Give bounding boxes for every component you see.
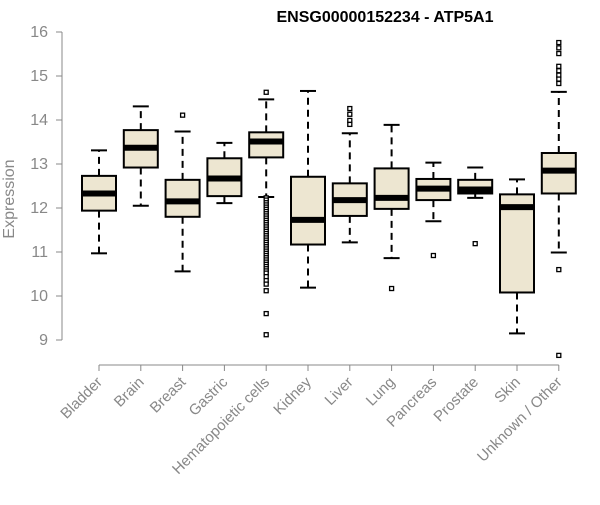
outlier-point bbox=[556, 352, 562, 359]
outlier-point bbox=[556, 39, 562, 46]
outlier-point bbox=[347, 111, 353, 117]
box-pancreas bbox=[415, 161, 452, 259]
y-tick-label: 15 bbox=[30, 68, 48, 85]
chart-title: ENSG00000152234 - ATP5A1 bbox=[276, 9, 493, 26]
outlier-point bbox=[179, 112, 186, 118]
x-tick-label: Liver bbox=[322, 374, 357, 409]
outlier-point bbox=[556, 76, 562, 82]
outlier-point bbox=[556, 50, 562, 57]
outlier-point bbox=[556, 68, 562, 74]
outlier-point bbox=[556, 266, 562, 273]
box-liver bbox=[331, 105, 368, 244]
y-tick-label: 13 bbox=[30, 156, 48, 173]
outlier-point bbox=[263, 288, 269, 294]
y-axis-label: Expression bbox=[1, 159, 18, 238]
outlier-point bbox=[347, 121, 353, 128]
box-kidney bbox=[290, 89, 326, 289]
box-prostate bbox=[457, 166, 494, 247]
box-hematopoietic-cells bbox=[248, 89, 285, 338]
x-tick-label: Prostate bbox=[430, 374, 482, 426]
iqr-box bbox=[248, 131, 285, 159]
x-tick-label: Kidney bbox=[270, 373, 315, 418]
box-breast bbox=[164, 112, 201, 273]
outlier-point bbox=[556, 45, 562, 51]
outlier-point bbox=[347, 105, 353, 112]
x-tick-label: Brain bbox=[111, 374, 148, 411]
y-axis: 9 10 11 12 13 14 15 16 bbox=[30, 24, 63, 349]
iqr-box bbox=[499, 193, 535, 294]
outlier-point bbox=[263, 89, 269, 95]
box-unknown-other bbox=[540, 39, 577, 359]
y-tick-label: 14 bbox=[30, 112, 48, 129]
box-gastric bbox=[206, 141, 243, 205]
outlier-point bbox=[556, 80, 562, 87]
y-tick-label: 10 bbox=[30, 288, 48, 305]
y-tick-label: 9 bbox=[39, 332, 48, 349]
box-lung bbox=[373, 123, 410, 292]
y-tick-label: 12 bbox=[30, 200, 48, 217]
outlier-point bbox=[556, 63, 562, 69]
box-skin bbox=[499, 178, 535, 335]
y-tick-label: 16 bbox=[30, 24, 48, 41]
boxes-group bbox=[81, 39, 577, 359]
box-brain bbox=[122, 105, 159, 207]
box-bladder bbox=[81, 149, 117, 255]
outlier-point bbox=[388, 285, 395, 292]
x-tick-label: Bladder bbox=[57, 374, 106, 423]
outlier-point bbox=[430, 252, 437, 259]
outlier-point bbox=[263, 310, 269, 317]
iqr-box bbox=[373, 167, 410, 210]
outlier-point bbox=[263, 281, 269, 287]
y-tick-label: 11 bbox=[31, 244, 48, 261]
iqr-box bbox=[164, 178, 201, 218]
outlier-point bbox=[472, 240, 478, 247]
x-tick-label: Skin bbox=[491, 374, 524, 407]
iqr-box bbox=[290, 175, 326, 246]
outlier-point bbox=[263, 332, 269, 338]
x-tick-label: Lung bbox=[363, 374, 399, 410]
x-tick-label: Breast bbox=[147, 373, 190, 416]
